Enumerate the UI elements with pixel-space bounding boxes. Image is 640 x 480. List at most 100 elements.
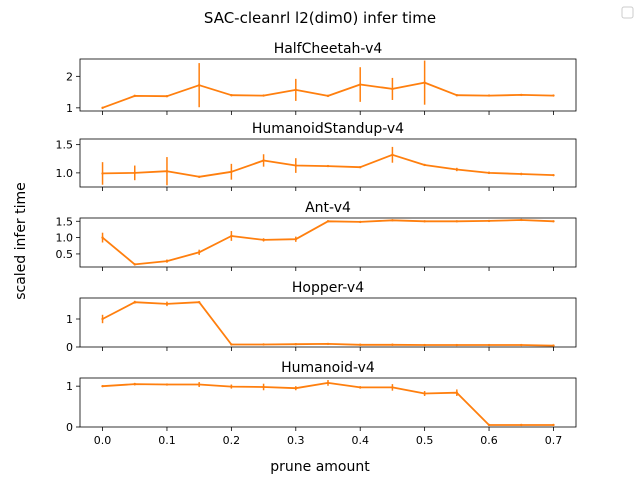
data-point [133,263,136,266]
data-point [294,238,297,241]
data-point [294,164,297,167]
data-point [359,220,362,224]
axes-frame [79,58,577,112]
y-tick-label: 1.5 [56,215,74,228]
data-point [359,386,362,389]
data-point [455,168,459,171]
x-tick-label: 0.5 [416,434,434,447]
series-line [102,381,554,426]
axes-frame [79,217,577,268]
subplot-title: HalfCheetah-v4 [274,41,383,57]
y-tick-label: 0 [66,341,73,354]
subplot-1: HalfCheetah-v4 1 2 [66,41,577,115]
axes-frame [79,377,577,428]
data-point [101,384,104,388]
data-point [520,343,523,347]
x-tick-label: 0.6 [480,434,498,447]
data-point [262,238,265,242]
x-tick-label: 0.7 [545,434,563,447]
data-point [455,94,459,97]
x-tick-label: 0.3 [287,434,305,447]
data-point [294,343,297,346]
data-point [294,88,297,92]
data-point [552,94,555,97]
axes-frame [79,138,577,188]
data-point [326,342,330,346]
data-point [391,343,394,346]
y-tick-label: 1.0 [56,167,74,180]
subplot-title: Ant-v4 [305,200,351,216]
data-point [487,171,491,175]
data-point [133,94,136,98]
data-point [230,385,233,388]
data-point [230,170,233,173]
data-point [423,343,426,347]
data-point [262,343,265,346]
subplot-5: Humanoid-v4 0 1 0.0 0.1 0.2 0.3 0.4 0.5 0.6 0.7 [66,360,577,447]
x-tick-label: 0.0 [94,434,112,447]
data-point [294,387,297,390]
data-point [423,81,426,84]
data-point [487,423,491,427]
subplot-title: Humanoid-v4 [281,360,375,376]
data-point [326,220,330,223]
x-tick-label: 0.2 [223,434,241,447]
data-point [230,234,233,238]
data-point [487,94,491,97]
y-tick-label: 0.5 [56,248,74,261]
figure-x-axis-label: prune amount [270,459,370,475]
data-point [101,317,104,321]
x-tick-label: 0.1 [158,434,176,447]
data-point [359,83,362,86]
y-tick-label: 1.0 [56,232,74,245]
series-line [101,219,554,266]
data-point [326,164,330,168]
data-point [197,175,201,179]
data-point [455,391,459,394]
data-point [552,173,555,177]
data-point [455,220,459,223]
data-point [133,301,136,304]
data-point [197,383,201,386]
data-point [359,343,362,346]
data-point [487,219,491,223]
subplot-panels: HalfCheetah-v4 1 2 HumanoidStandup-v4 1.0 1.5… [56,41,577,447]
data-point [230,343,233,346]
data-point [391,153,394,157]
data-point [262,159,265,162]
data-point [391,87,394,91]
y-tick-label: 1.5 [56,139,74,152]
data-point [101,106,104,110]
subplot-4: Hopper-v4 0 1 [66,280,577,354]
y-tick-label: 1 [66,102,73,115]
data-point [165,259,169,263]
data-point [552,220,555,223]
subplot-title: Hopper-v4 [292,280,364,296]
y-tick-label: 1 [66,380,73,393]
subplot-title: HumanoidStandup-v4 [252,121,404,137]
data-point [262,94,265,97]
data-point [197,83,201,87]
data-point [423,392,426,395]
data-point [165,94,169,98]
y-tick-label: 1 [66,313,73,326]
series-line [102,301,554,347]
data-point [359,166,362,169]
empty-legend-box [621,6,634,19]
subplot-2: HumanoidStandup-v4 1.0 1.5 [56,121,577,191]
data-point [423,163,426,167]
data-point [101,236,104,239]
data-point [326,381,330,385]
data-point [520,218,523,222]
data-point [552,423,555,427]
data-point [133,171,136,175]
figure-suptitle: SAC-cleanrl l2(dim0) infer time [204,9,436,27]
figure-y-axis-label: scaled infer time [13,182,29,300]
axes-frame [79,297,577,348]
data-point [455,343,459,347]
data-point [101,172,104,175]
x-tick-label: 0.4 [351,434,369,447]
data-point [391,219,394,222]
data-point [197,301,201,304]
